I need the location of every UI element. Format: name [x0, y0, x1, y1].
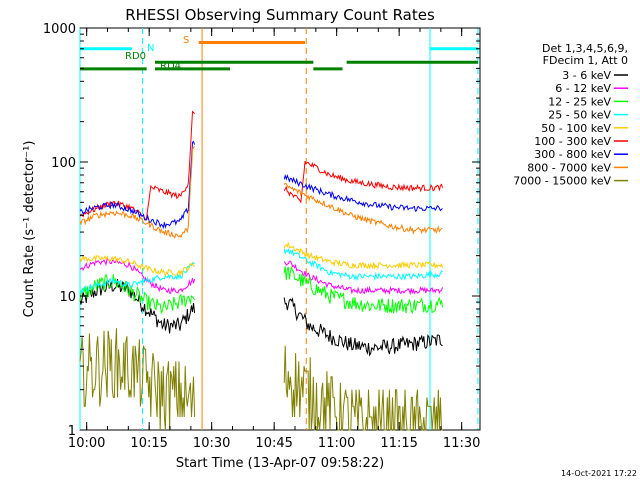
legend-label: 25 - 50 keV [548, 109, 611, 122]
series-line-5 [283, 161, 443, 204]
series-line-7 [79, 146, 195, 239]
series-line-1 [79, 257, 196, 294]
series-line-4 [283, 242, 443, 270]
y-tick-label: 100 [51, 156, 76, 171]
legend-label: 50 - 100 keV [541, 122, 611, 135]
series-line-5 [79, 110, 195, 221]
y-tick-label: 1000 [43, 22, 76, 37]
series-line-6 [79, 140, 196, 230]
series-line-2 [283, 265, 443, 314]
chart-title: RHESSI Observing Summary Count Rates [125, 6, 435, 24]
legend-label: 800 - 7000 keV [527, 161, 611, 174]
series-line-7 [283, 182, 443, 235]
series-line-0 [283, 297, 443, 357]
legend-label: 100 - 300 keV [534, 135, 611, 148]
x-axis-label: Start Time (13-Apr-07 09:58:22) [176, 456, 384, 471]
series-line-4 [79, 254, 195, 277]
legend-header: FDecim 1, Att 0 [543, 54, 628, 67]
series-line-3 [283, 248, 443, 282]
annotation-s: S [183, 35, 189, 46]
x-tick-label: 10:30 [193, 436, 230, 451]
annotation-rd0: RD0 [125, 51, 146, 62]
y-tick-label: 1 [68, 424, 76, 439]
series-line-6 [283, 173, 443, 212]
y-axis-label: Count Rate (s⁻¹ detector⁻¹) [22, 141, 37, 318]
timestamp: 14-Oct-2021 17:22 [561, 469, 637, 478]
x-tick-label: 10:45 [255, 436, 292, 451]
x-tick-label: 11:15 [380, 436, 417, 451]
legend-label: 6 - 12 keV [555, 82, 611, 95]
x-tick-label: 11:00 [318, 436, 355, 451]
y-tick-label: 10 [59, 290, 76, 305]
legend-label: 3 - 6 keV [562, 69, 611, 82]
legend-label: 12 - 25 keV [548, 95, 611, 108]
x-tick-label: 10:00 [68, 436, 105, 451]
legend-label: 7000 - 15000 keV [513, 175, 611, 188]
legend-label: 300 - 800 keV [534, 148, 611, 161]
series-line-1 [283, 260, 443, 296]
x-tick-label: 11:30 [443, 436, 480, 451]
annotation-rd4: RD4 [160, 61, 181, 72]
series-line-8 [79, 328, 196, 431]
series-line-8 [283, 345, 443, 431]
series-line-3 [79, 261, 195, 294]
legend-header: Det 1,3,4,5,6,9, [542, 42, 628, 55]
x-tick-label: 10:15 [130, 436, 167, 451]
annotation-n: N [147, 43, 154, 54]
